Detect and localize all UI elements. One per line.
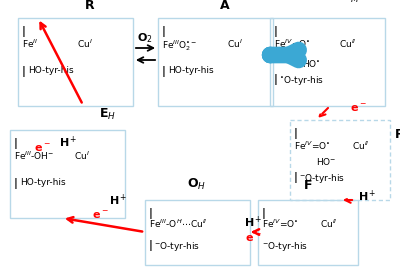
Text: Cu$^{II}$: Cu$^{II}$ [320,218,338,230]
Bar [145,200,250,265]
Text: |: | [14,178,18,189]
Text: |: | [294,172,298,183]
Text: Fe$^{II}$: Fe$^{II}$ [22,38,38,50]
Text: E$_H$: E$_H$ [100,107,116,122]
Bar [290,120,390,200]
Text: |: | [162,66,166,77]
Text: O$_H$: O$_H$ [188,177,206,192]
Text: |: | [22,66,26,77]
Text: HO-tyr-his: HO-tyr-his [168,66,214,75]
Text: |: | [22,26,26,37]
Text: Cu$^{I}$: Cu$^{I}$ [227,38,243,50]
Bar [18,18,133,106]
Text: e$^-$: e$^-$ [245,232,261,244]
Text: e$^-$: e$^-$ [34,143,50,154]
Text: e$^-$: e$^-$ [350,102,367,114]
Text: Cu$^{II}$: Cu$^{II}$ [339,38,357,50]
Text: O$_2$: O$_2$ [137,31,153,45]
Text: |: | [294,128,298,139]
Text: A: A [220,0,230,12]
Text: Cu$^{I}$: Cu$^{I}$ [74,150,90,162]
Text: Fe$^{III}$-OH$^{-}$: Fe$^{III}$-OH$^{-}$ [14,150,54,162]
Bar [258,200,358,265]
Text: H$^+$: H$^+$ [244,214,262,230]
Text: |: | [274,74,278,85]
Text: |: | [14,138,18,149]
Text: e$^-$: e$^-$ [92,210,108,221]
Text: P$_R$: P$_R$ [394,128,400,143]
Text: F: F [304,179,312,192]
Text: R: R [85,0,95,12]
Bar [270,18,385,106]
Text: Fe$^{IV}$=O$^{\bullet}$: Fe$^{IV}$=O$^{\bullet}$ [294,140,331,152]
Text: H$^+$: H$^+$ [109,192,127,208]
Text: $^{-}$O-tyr-his: $^{-}$O-tyr-his [262,240,308,253]
Text: $^{\bullet}$O-tyr-his: $^{\bullet}$O-tyr-his [279,74,324,87]
Text: Fe$^{III}$-O$^H\cdots$Cu$^{II}$: Fe$^{III}$-O$^H\cdots$Cu$^{II}$ [149,218,208,230]
Text: |: | [262,208,266,219]
Text: |: | [162,26,166,37]
Text: $^{-}$O-tyr-his: $^{-}$O-tyr-his [299,172,345,185]
Bar [10,130,125,218]
Text: H$^+$: H$^+$ [59,134,77,150]
Text: HO$^{\bullet}$: HO$^{\bullet}$ [302,58,321,69]
Text: $^{-}$O-tyr-his: $^{-}$O-tyr-his [154,240,200,253]
Bar [158,18,273,106]
Text: Cu$^{II}$: Cu$^{II}$ [352,140,370,152]
Text: |: | [274,26,278,37]
Text: |: | [149,240,153,251]
Text: HO$^{-}$: HO$^{-}$ [316,156,336,167]
Text: H$^+$: H$^+$ [358,188,376,204]
Text: HO-tyr-his: HO-tyr-his [28,66,74,75]
Text: Cu$^{I}$: Cu$^{I}$ [77,38,93,50]
Text: Fe$^{III}$O$_2^{\bullet-}$: Fe$^{III}$O$_2^{\bullet-}$ [162,38,198,53]
Text: Fe$^{IV}$=O$^{\bullet}$: Fe$^{IV}$=O$^{\bullet}$ [262,218,299,230]
Text: |: | [149,208,153,219]
Text: P$_M$: P$_M$ [341,0,359,5]
Text: HO-tyr-his: HO-tyr-his [20,178,66,187]
Text: Fe$^{IV}$=O$^{\bullet}$: Fe$^{IV}$=O$^{\bullet}$ [274,38,311,50]
